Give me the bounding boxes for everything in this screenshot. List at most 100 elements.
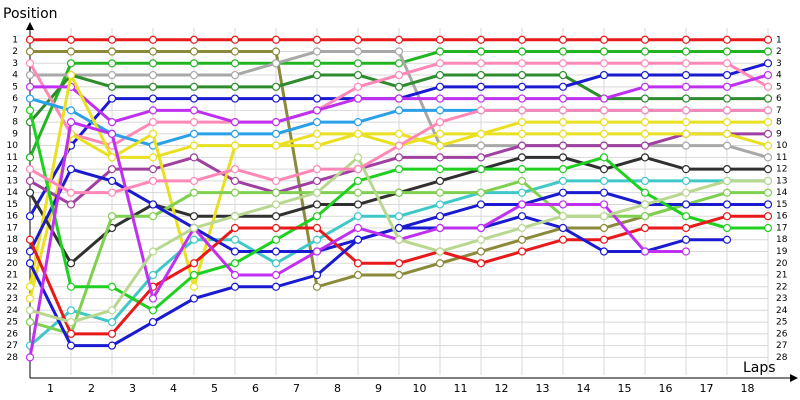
data-point [763, 141, 773, 150]
data-point [230, 235, 240, 244]
data-point [599, 141, 609, 150]
data-point [148, 82, 158, 91]
data-point [148, 317, 158, 327]
data-point [681, 200, 691, 209]
data-point [722, 82, 732, 91]
data-point [640, 94, 650, 103]
data-point [722, 129, 732, 138]
data-point [435, 212, 445, 221]
data-point [476, 188, 486, 197]
data-point [230, 165, 240, 174]
y-tick-label: 21 [7, 271, 18, 281]
data-point [599, 223, 609, 233]
data-point [435, 259, 445, 268]
data-point [681, 176, 691, 186]
data-point [517, 141, 527, 150]
data-point [353, 153, 363, 162]
data-point [763, 94, 773, 103]
data-point [517, 223, 527, 233]
y-tick-label-right: 6 [776, 94, 782, 104]
data-point [722, 59, 732, 68]
data-point [517, 94, 527, 103]
y-tick-label-right: 9 [776, 129, 782, 139]
data-point [189, 70, 199, 80]
data-point [722, 176, 732, 186]
data-point [189, 59, 199, 68]
data-point [517, 118, 527, 127]
data-point [722, 141, 732, 150]
data-point [435, 35, 445, 44]
data-point [25, 188, 35, 197]
data-point [353, 223, 363, 233]
data-point [312, 106, 322, 115]
x-tick-label: 10 [413, 382, 427, 395]
data-point [435, 70, 445, 80]
data-point [599, 212, 609, 221]
data-point [148, 294, 158, 303]
data-point [189, 141, 199, 150]
x-axis-title: Laps [743, 360, 776, 376]
y-tick-label-right: 22 [776, 282, 787, 292]
data-point [271, 212, 281, 221]
data-point [148, 306, 158, 315]
data-point [148, 118, 158, 127]
data-point [66, 47, 76, 56]
x-tick-label: 3 [129, 382, 136, 395]
data-point [394, 259, 404, 268]
data-point [476, 129, 486, 138]
data-point [312, 235, 322, 244]
y-tick-label-right: 11 [776, 153, 787, 163]
data-point [476, 141, 486, 150]
data-point [271, 141, 281, 150]
y-tick-label: 27 [7, 341, 18, 351]
x-tick-label: 12 [495, 382, 509, 395]
data-point [271, 235, 281, 244]
data-point [394, 270, 404, 280]
data-point [25, 47, 35, 56]
data-point [640, 70, 650, 80]
data-point [476, 235, 486, 244]
data-point [148, 270, 158, 280]
x-tick-label: 4 [170, 382, 177, 395]
data-point [107, 329, 117, 338]
data-point [763, 200, 773, 209]
data-point [25, 94, 35, 103]
data-point [271, 59, 281, 68]
data-point [558, 235, 568, 244]
data-point [189, 82, 199, 91]
data-point [25, 70, 35, 80]
data-point [517, 47, 527, 56]
data-point [148, 94, 158, 103]
data-point [599, 94, 609, 103]
data-point [681, 188, 691, 197]
y-tick-label-right: 21 [776, 271, 787, 281]
data-point [435, 118, 445, 127]
data-point [394, 165, 404, 174]
data-point [66, 35, 76, 44]
data-point [517, 153, 527, 162]
data-point [271, 35, 281, 44]
data-point [107, 82, 117, 91]
data-point [107, 317, 117, 327]
data-point [25, 165, 35, 174]
y-tick-label: 11 [7, 153, 18, 163]
data-point [394, 82, 404, 91]
data-point [271, 282, 281, 291]
data-point [435, 47, 445, 56]
data-point [230, 223, 240, 233]
y-tick-label-right: 24 [776, 306, 788, 316]
plot [25, 35, 773, 362]
data-point [640, 35, 650, 44]
data-point [353, 188, 363, 197]
data-point [476, 223, 486, 233]
data-point [312, 282, 322, 291]
y-tick-label-right: 7 [776, 106, 782, 116]
data-point [25, 59, 35, 68]
data-point [312, 141, 322, 150]
y-tick-label-right: 19 [776, 247, 788, 257]
x-tick-label: 1 [47, 382, 54, 395]
data-point [66, 200, 76, 209]
data-point [148, 59, 158, 68]
y-tick-label: 1 [12, 35, 18, 45]
data-point [681, 82, 691, 91]
